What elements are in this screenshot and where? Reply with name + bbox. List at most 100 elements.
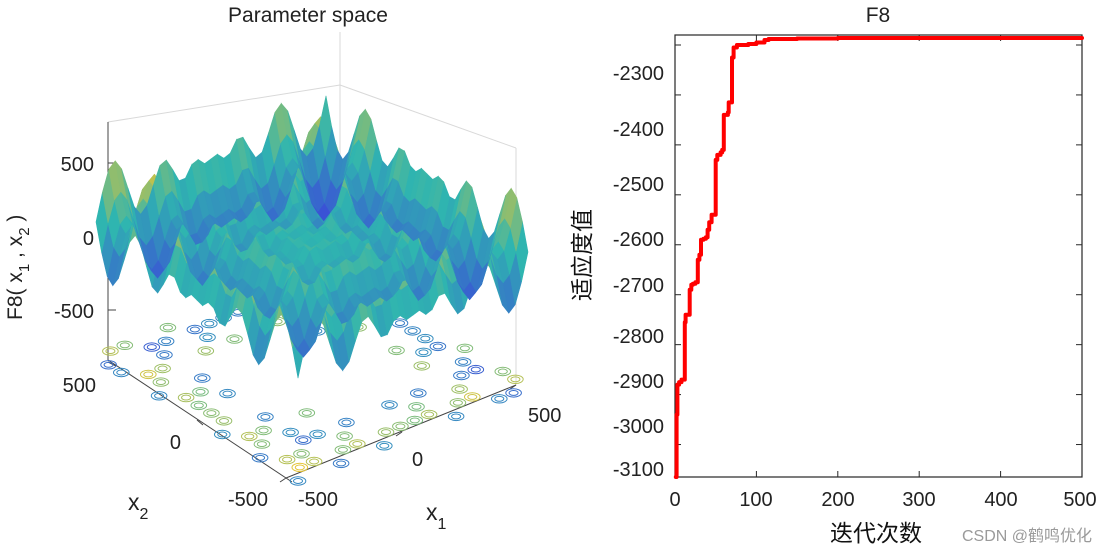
x1-tick-label: -500: [298, 489, 338, 511]
contour-ring: [312, 431, 323, 438]
contour-ring: [336, 460, 347, 467]
contour-ring: [177, 392, 195, 403]
contour-ring: [219, 388, 236, 399]
contour-ring: [192, 387, 209, 397]
contour-ring: [429, 341, 447, 352]
contour-ring: [452, 399, 463, 406]
contour-ring: [464, 392, 481, 402]
contour-ring: [156, 350, 173, 360]
contour-ring: [157, 365, 168, 372]
contour-ring: [143, 371, 154, 378]
contour-ring: [409, 417, 420, 424]
contour-ring: [339, 433, 350, 440]
y-tick-label: -2900: [613, 371, 664, 393]
contour-ring: [377, 427, 395, 437]
contour-ring: [497, 368, 508, 375]
contour-ring: [199, 332, 216, 342]
contour-ring: [451, 384, 468, 394]
contour-ring: [376, 441, 393, 451]
contour-ring: [282, 456, 293, 463]
contour-ring: [379, 442, 390, 449]
contour-ring: [380, 429, 392, 436]
contour-ring: [294, 464, 305, 471]
contour-ring: [381, 400, 398, 410]
contour-ring: [454, 357, 472, 367]
contour-ring: [102, 346, 119, 356]
contour-ring: [494, 395, 505, 402]
contour-ring: [407, 327, 418, 334]
y-tick-label: -2600: [613, 229, 664, 251]
x2-tick-label: -500: [228, 489, 268, 511]
contour-ring: [197, 346, 215, 356]
x-tick-label: 300: [902, 489, 935, 511]
contour-ring: [413, 361, 431, 371]
contour-ring: [510, 376, 521, 383]
contour-ring: [296, 450, 307, 457]
contour-ring: [404, 326, 421, 336]
contour-ring: [453, 370, 470, 381]
x-axis-label: 迭代次数: [830, 521, 922, 547]
contour-ring: [161, 338, 172, 345]
contour-ring: [424, 411, 435, 418]
contour-ring: [418, 349, 429, 356]
x2-axis-label: x2: [128, 489, 149, 523]
contour-ring: [285, 429, 296, 436]
contour-ring: [282, 427, 299, 438]
contour-ring: [244, 433, 255, 440]
y-tick-labels: -2300 -2400 -2500 -2600 -2700 -2800 -290…: [613, 63, 664, 481]
contour-ring: [491, 394, 508, 404]
contour-ring: [334, 445, 352, 455]
contour-ring: [222, 390, 233, 397]
contour-ring: [202, 334, 213, 341]
contour-ring: [301, 409, 312, 416]
contour-ring: [292, 478, 304, 484]
contour-ring: [258, 427, 269, 434]
y-tick-label: -3000: [613, 416, 664, 438]
x-tick-label: 500: [1063, 489, 1096, 511]
contour-ring: [352, 440, 363, 447]
contour-ring: [332, 458, 350, 469]
contour-ring: [157, 336, 175, 346]
contour-ring: [103, 361, 114, 368]
contour-ring: [215, 416, 233, 426]
contour-ring: [309, 429, 326, 439]
contour-ring: [410, 388, 427, 398]
contour-ring: [293, 449, 310, 459]
contour-ring: [193, 402, 204, 409]
contour-ring: [388, 345, 405, 356]
contour-ring: [189, 326, 200, 333]
contour-ring: [341, 419, 352, 426]
x1-tick-label: 500: [528, 405, 561, 427]
z-tick-label: -500: [54, 301, 94, 323]
contour-ring: [197, 375, 208, 382]
surface-mesh: [95, 95, 529, 379]
contour-ring: [411, 403, 422, 410]
contour-ring: [507, 374, 524, 384]
contour-ring: [255, 425, 272, 436]
surface-title: Parameter space: [228, 4, 388, 27]
contour-ring: [154, 392, 165, 399]
z-tick-label: 500: [61, 154, 94, 176]
y-tick-label: -2400: [613, 119, 664, 141]
contour-ring: [298, 408, 316, 418]
contour-ring: [413, 390, 424, 397]
contour-ring: [459, 345, 470, 352]
contour-ring: [456, 372, 467, 379]
x1-axis-label: x1: [426, 499, 447, 533]
convergence-line: [673, 36, 1084, 479]
contour-ring: [415, 347, 432, 357]
contour-ring: [152, 377, 170, 387]
y-axis-label: 适应度值: [570, 209, 596, 301]
contour-ring: [100, 360, 117, 370]
contour-ring: [432, 343, 443, 350]
contour-ring: [289, 476, 307, 486]
contour-ring: [456, 343, 474, 353]
y-tick-label: -2800: [613, 326, 664, 348]
contour-ring: [420, 335, 431, 342]
contour-ring: [260, 413, 271, 420]
contour-ring: [155, 379, 166, 386]
contour-ring: [505, 388, 522, 398]
contour-ring: [229, 336, 240, 343]
contour-ring: [255, 454, 266, 461]
contour-ring: [278, 454, 296, 465]
